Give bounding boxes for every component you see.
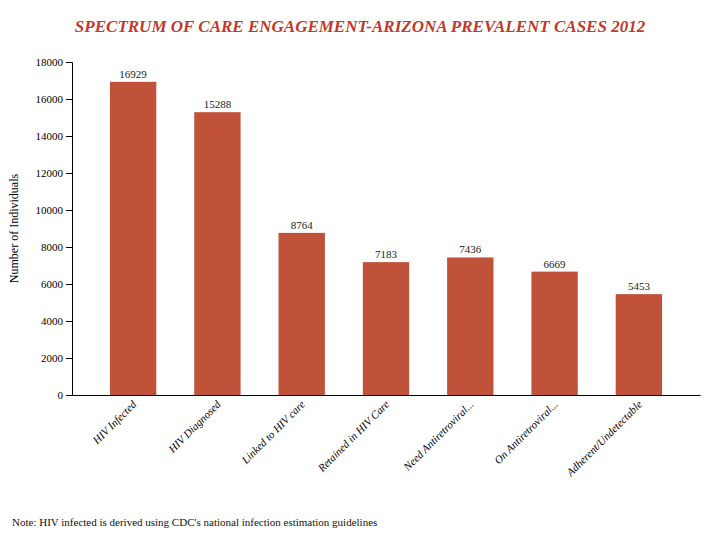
note: Note: HIV infected is derived using CDC'… [12, 516, 377, 528]
x-tick-label: HIV Diagnosed [165, 398, 223, 456]
y-tick-mark [66, 395, 72, 396]
data-label: 16929 [119, 68, 147, 80]
x-tick: HIV Infected [90, 398, 139, 447]
bar [363, 262, 409, 395]
x-tick: On Antiretroviral... [492, 398, 560, 466]
y-tick-label: 2000 [41, 352, 64, 364]
x-tick-label: Adherent/Undetectable [563, 398, 644, 479]
x-tick-label: Need Antiretroviral... [400, 398, 475, 473]
bar [616, 294, 662, 395]
y-tick-mark [66, 62, 72, 63]
x-tick-label: Retained in HIV Care [315, 398, 392, 475]
data-label: 6669 [544, 258, 567, 270]
y-tick: 14000 [36, 130, 73, 142]
bar [194, 112, 240, 395]
y-tick-mark [66, 247, 72, 248]
x-tick: HIV Diagnosed [165, 398, 223, 456]
plot: 0 2000 4000 6000 8000 10000 12000 14000 16000 180… [36, 56, 701, 479]
y-tick-label: 4000 [41, 315, 64, 327]
x-axis: HIV Infected HIV Diagnosed Linked to HIV c… [73, 396, 701, 479]
y-tick: 6000 [41, 278, 72, 290]
y-tick-label: 8000 [41, 241, 64, 253]
y-tick: 2000 [41, 352, 72, 364]
y-tick-mark [66, 358, 72, 359]
x-axis-line [73, 395, 701, 396]
y-axis: 0 2000 4000 6000 8000 10000 12000 14000 16000 180… [36, 56, 73, 401]
data-label: 7183 [375, 248, 398, 260]
data-label: 8764 [291, 219, 314, 231]
data-labels: 16929 15288 8764 7183 7436 6669 5453 [119, 68, 650, 292]
x-tick-label: Linked to HIV care [239, 398, 308, 467]
y-tick: 12000 [36, 167, 73, 179]
y-tick: 4000 [41, 315, 72, 327]
y-tick-label: 16000 [36, 93, 64, 105]
y-tick-mark [66, 284, 72, 285]
data-label: 5453 [628, 280, 651, 292]
y-tick-mark [66, 210, 72, 211]
y-tick-mark [66, 136, 72, 137]
y-tick-label: 12000 [36, 167, 64, 179]
x-tick-label: On Antiretroviral... [492, 398, 560, 466]
x-tick: Need Antiretroviral... [400, 398, 475, 473]
y-tick-label: 0 [58, 389, 64, 401]
x-tick: Linked to HIV care [239, 398, 308, 467]
bar [447, 257, 493, 395]
y-tick-mark [66, 99, 72, 100]
y-axis-line [66, 63, 73, 396]
y-tick: 8000 [41, 241, 72, 253]
y-tick: 18000 [36, 56, 73, 68]
data-label: 7436 [459, 243, 482, 255]
bar [279, 233, 325, 395]
y-tick: 0 [58, 389, 73, 401]
y-tick: 10000 [36, 204, 73, 216]
y-tick-label: 10000 [36, 204, 64, 216]
y-tick-mark [66, 173, 72, 174]
y-tick-label: 6000 [41, 278, 64, 290]
y-tick-label: 18000 [36, 56, 64, 68]
y-tick-mark [66, 321, 72, 322]
bars [110, 82, 662, 395]
y-tick: 16000 [36, 93, 73, 105]
bar [110, 82, 156, 395]
title: SPECTRUM OF CARE ENGAGEMENT-ARIZONA PREV… [75, 17, 646, 36]
x-tick: Retained in HIV Care [315, 398, 392, 475]
y-axis-title: Number of Individuals [7, 174, 21, 284]
bar [531, 272, 577, 395]
y-tick-label: 14000 [36, 130, 64, 142]
chart: SPECTRUM OF CARE ENGAGEMENT-ARIZONA PREV… [0, 0, 720, 540]
x-tick-label: HIV Infected [90, 398, 139, 447]
data-label: 15288 [204, 98, 232, 110]
x-tick: Adherent/Undetectable [563, 398, 644, 479]
